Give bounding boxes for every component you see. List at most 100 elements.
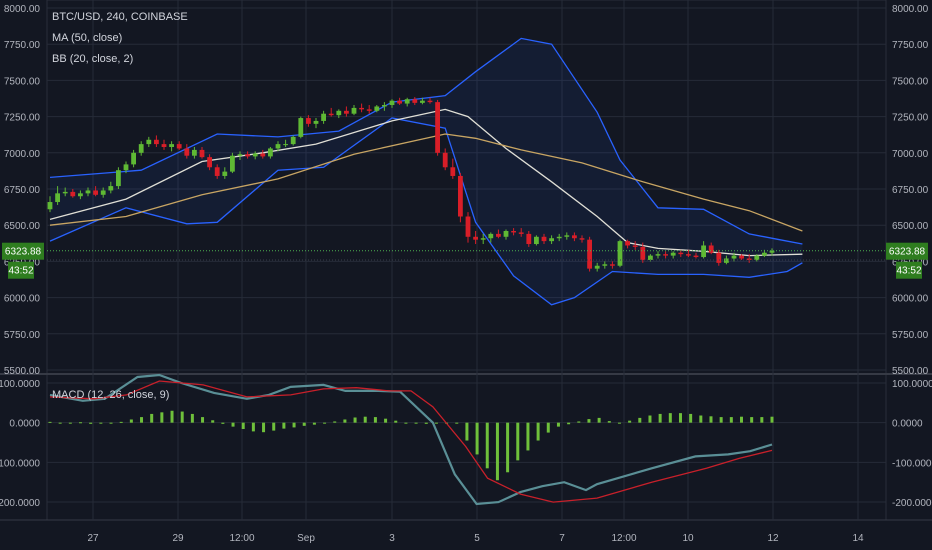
candle-body bbox=[374, 106, 380, 111]
macd-histogram-bar bbox=[577, 421, 581, 423]
macd-histogram-bar bbox=[455, 422, 459, 424]
candle-body bbox=[230, 155, 235, 172]
time-tick-label: 12:00 bbox=[229, 533, 254, 544]
candle-body bbox=[412, 99, 418, 103]
macd-histogram-bar bbox=[241, 422, 245, 430]
macd-tick-label-right: 100.0000 bbox=[892, 379, 932, 390]
ma-line bbox=[49, 133, 803, 232]
macd-histogram-bar bbox=[628, 420, 632, 423]
candle-body bbox=[572, 235, 577, 239]
macd-histogram-bar bbox=[363, 416, 367, 423]
price-tick-label-left: 7750.00 bbox=[4, 40, 41, 51]
macd-histogram-bar bbox=[506, 422, 510, 473]
price-tick-label-left: 6750.00 bbox=[4, 185, 41, 196]
candle-body bbox=[176, 144, 182, 149]
macd-histogram-bar bbox=[485, 422, 489, 469]
candle-body bbox=[564, 235, 570, 237]
price-tick-label-right: 6500.00 bbox=[892, 221, 929, 232]
macd-histogram-bar bbox=[414, 422, 418, 424]
price-tick-label-right: 7750.00 bbox=[892, 40, 929, 51]
candle-body bbox=[78, 193, 83, 197]
macd-histogram-bar bbox=[617, 422, 621, 424]
macd-histogram-bar bbox=[272, 422, 276, 431]
macd-histogram-bar bbox=[404, 422, 408, 424]
time-tick-label: 10 bbox=[682, 533, 694, 544]
macd-pane[interactable] bbox=[48, 373, 774, 506]
macd-histogram-bar bbox=[719, 417, 723, 423]
candle-body bbox=[511, 230, 516, 233]
candle-body bbox=[678, 252, 684, 255]
macd-histogram-bar bbox=[323, 422, 327, 424]
macd-histogram-bar bbox=[750, 417, 754, 423]
macd-tick-label-right: -200.0000 bbox=[892, 498, 932, 509]
symbol-title: BTC/USD, 240, COINBASE bbox=[52, 11, 188, 23]
candle-body bbox=[184, 148, 190, 156]
price-tick-label-right: 6000.00 bbox=[892, 294, 929, 305]
bb-fill bbox=[50, 38, 803, 305]
time-tick-label: 12:00 bbox=[611, 533, 636, 544]
macd-legend: MACD (12, 26, close, 9) bbox=[52, 389, 170, 401]
price-tick-label-left: 6000.00 bbox=[4, 294, 41, 305]
candle-body bbox=[655, 254, 661, 256]
macd-histogram-bar bbox=[201, 417, 205, 423]
macd-histogram-bar bbox=[89, 422, 93, 424]
candle-body bbox=[344, 110, 349, 114]
candle-body bbox=[298, 118, 304, 137]
candle-body bbox=[70, 191, 76, 197]
candle-body bbox=[161, 144, 167, 148]
candle-body bbox=[762, 252, 767, 256]
macd-histogram-bar bbox=[302, 422, 306, 426]
macd-histogram-bar bbox=[211, 420, 215, 423]
candle-body bbox=[731, 255, 737, 259]
candle-body bbox=[480, 238, 486, 240]
macd-histogram-bar bbox=[231, 422, 235, 427]
macd-histogram-bar bbox=[79, 422, 83, 424]
macd-histogram-bar bbox=[424, 422, 428, 424]
candle-body bbox=[366, 109, 372, 111]
candle-body bbox=[245, 154, 250, 157]
candle-body bbox=[252, 153, 258, 157]
candle-body bbox=[587, 239, 592, 269]
candle-body bbox=[169, 144, 174, 148]
candle-body bbox=[617, 241, 623, 266]
candle-body bbox=[746, 258, 752, 260]
candle-body bbox=[663, 254, 668, 256]
macd-histogram-bar bbox=[668, 413, 672, 423]
candle-body bbox=[686, 254, 691, 256]
price-pane[interactable] bbox=[47, 37, 886, 306]
candle-body bbox=[420, 100, 425, 103]
macd-histogram-bar bbox=[567, 422, 571, 425]
candle-body bbox=[640, 246, 646, 260]
candle-body bbox=[207, 157, 212, 168]
price-tick-label-left: 7250.00 bbox=[4, 113, 41, 124]
countdown-badge bbox=[896, 261, 922, 279]
candle-body bbox=[670, 252, 676, 256]
bb-lower-line bbox=[49, 117, 803, 306]
macd-histogram-bar bbox=[516, 422, 520, 461]
time-tick-label: 12 bbox=[767, 533, 779, 544]
candle-body bbox=[154, 139, 159, 145]
candle-body bbox=[708, 245, 714, 253]
candle-body bbox=[336, 110, 342, 116]
candle-body bbox=[199, 149, 205, 158]
macd-histogram-bar bbox=[770, 416, 774, 423]
price-tick-label-right: 5500.00 bbox=[892, 366, 929, 377]
macd-histogram-bar bbox=[587, 419, 591, 423]
candle-body bbox=[442, 152, 448, 168]
candle-body bbox=[716, 252, 722, 263]
macd-tick-label-left: -100.0000 bbox=[0, 458, 40, 469]
candle-body bbox=[397, 100, 402, 104]
candle-body bbox=[116, 170, 121, 187]
macd-tick-label-left: -200.0000 bbox=[0, 498, 40, 509]
macd-histogram-bar bbox=[760, 417, 764, 423]
price-tick-label-left: 7500.00 bbox=[4, 76, 41, 87]
bb-upper-line bbox=[49, 37, 803, 245]
candle-body bbox=[427, 100, 433, 103]
macd-histogram-bar bbox=[475, 422, 479, 455]
macd-histogram-bar bbox=[678, 413, 682, 423]
candle-body bbox=[594, 265, 600, 269]
candle-body bbox=[610, 264, 615, 266]
candle-body bbox=[359, 107, 364, 110]
candle-body bbox=[465, 216, 471, 237]
